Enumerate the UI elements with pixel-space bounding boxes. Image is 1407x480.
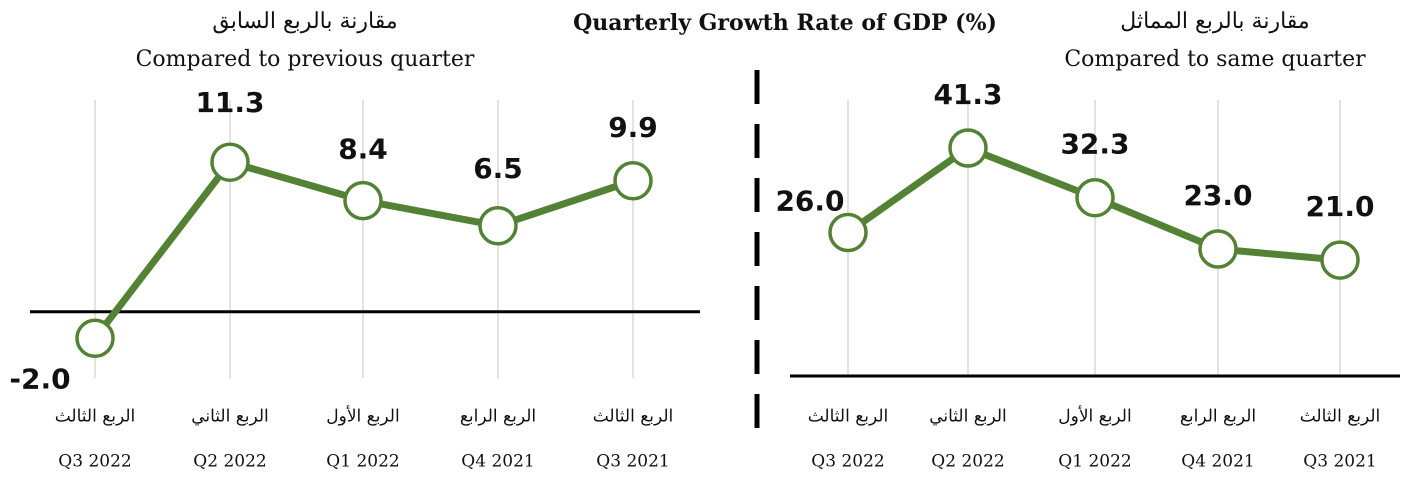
x-tick-label-ar: الربع الثالث [593,407,674,427]
point [75,318,115,359]
x-tick-label-ar: الربع الثالث [55,407,136,427]
x-tick-label: Q3 2021 [1303,452,1376,472]
x-tick-label: Q3 2022 [811,452,884,472]
x-tick-label-ar: الربع الرابع [460,407,536,427]
data-label: 8.4 [338,133,388,166]
x-tick-label: Q2 2022 [931,452,1004,472]
data-label: 11.3 [195,86,264,119]
x-tick-label: Q4 2021 [1181,452,1254,472]
x-tick-label: Q1 2022 [1058,452,1131,472]
x-tick-label-ar: الربع الأول [326,406,399,427]
x-tick-label-ar: الربع الأول [1058,406,1131,427]
point [1198,229,1238,269]
x-tick-label-ar: الربع الثالث [1300,407,1381,427]
data-label: 23.0 [1183,179,1252,212]
point [478,206,518,246]
subtitle-ar: مقارنة بالربع المماثل [1120,9,1309,34]
point [613,161,653,201]
data-label: 6.5 [473,152,523,185]
data-label: 32.3 [1060,128,1129,161]
x-tick-label-ar: الربع الثاني [929,407,1007,427]
x-tick-label: Q3 2022 [58,452,131,472]
data-label: 41.3 [933,78,1002,111]
point [948,128,988,168]
point [210,142,250,182]
subtitle-ar: مقارنة بالربع السابق [212,9,397,34]
x-tick-label-ar: الربع الرابع [1180,407,1256,427]
data-label: 26.0 [775,184,844,217]
subtitle: Compared to previous quarter [136,47,475,72]
x-tick-label: Q1 2022 [326,452,399,472]
point [1320,240,1360,280]
x-tick-label: Q4 2021 [461,452,534,472]
x-tick-label-ar: الربع الثاني [191,407,269,427]
point [1075,177,1115,218]
data-label: 21.0 [1305,190,1374,223]
x-tick-label-ar: الربع الثالث [808,407,889,427]
data-label: 9.9 [608,111,658,144]
chart-title: Quarterly Growth Rate of GDP (%) [573,10,997,36]
data-label: -2.0 [9,362,70,395]
point [828,212,868,253]
x-tick-label: Q2 2022 [193,452,266,472]
subtitle: Compared to same quarter [1064,47,1366,72]
x-tick-label: Q3 2021 [596,452,669,472]
point [343,180,383,221]
